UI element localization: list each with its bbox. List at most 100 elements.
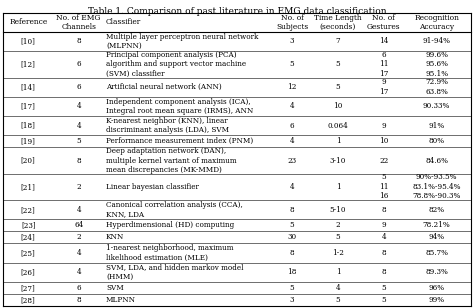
Text: 30: 30 [288,233,297,241]
Text: 10: 10 [333,103,343,111]
Text: 4: 4 [76,268,81,276]
Text: 2: 2 [336,221,340,229]
Text: MLPNN: MLPNN [106,296,136,304]
Text: 5: 5 [290,284,294,292]
Text: 5
11
16: 5 11 16 [379,173,389,201]
Text: 6: 6 [76,60,81,68]
Text: 99.6%
95.6%
95.1%: 99.6% 95.6% 95.1% [425,51,448,78]
Text: 5: 5 [382,284,386,292]
Text: 8: 8 [382,249,386,257]
Text: 84.6%: 84.6% [425,156,448,164]
Text: 94%: 94% [428,233,445,241]
Text: Multiple layer perceptron neural network
(MLPNN): Multiple layer perceptron neural network… [106,33,258,50]
Text: 4: 4 [76,103,81,111]
Text: 5: 5 [290,221,294,229]
Text: 5: 5 [382,296,386,304]
Text: 18: 18 [287,268,297,276]
Text: 8: 8 [382,206,386,214]
Text: Independent component analysis (ICA),
Integral root mean square (IRMS), ANN: Independent component analysis (ICA), In… [106,98,253,115]
Text: 1-nearest neighborhood, maximum
likelihood estimation (MLE): 1-nearest neighborhood, maximum likeliho… [106,244,233,262]
Text: [24]: [24] [21,233,36,241]
Text: 3: 3 [290,296,294,304]
Text: Principal component analysis (PCA)
algorithm and support vector machine
(SVM) cl: Principal component analysis (PCA) algor… [106,51,246,78]
Text: [17]: [17] [21,103,36,111]
Text: 72.9%
63.8%: 72.9% 63.8% [425,79,448,96]
Text: 22: 22 [379,156,389,164]
Text: Artificial neural network (ANN): Artificial neural network (ANN) [106,83,222,91]
Text: 78.21%: 78.21% [423,221,450,229]
Text: 2: 2 [76,183,81,191]
Text: Deep adaptation network (DAN),
multiple kernel variant of maximum
mean discrepan: Deep adaptation network (DAN), multiple … [106,147,237,174]
Text: 4: 4 [76,122,81,130]
Text: 5: 5 [336,233,340,241]
Text: 5: 5 [336,83,340,91]
Text: SVM, LDA, and hidden markov model
(HMM): SVM, LDA, and hidden markov model (HMM) [106,264,244,281]
Text: 1: 1 [336,137,340,145]
Text: 6: 6 [76,83,81,91]
Text: 8: 8 [290,249,294,257]
Text: [28]: [28] [21,296,36,304]
Text: [27]: [27] [21,284,36,292]
Text: Classifier: Classifier [106,18,141,26]
Text: Linear bayesian classifier: Linear bayesian classifier [106,183,199,191]
Text: 99%: 99% [428,296,445,304]
Text: 8: 8 [76,296,81,304]
Text: 4: 4 [382,233,386,241]
Text: 14: 14 [379,38,389,46]
Text: 4: 4 [290,137,294,145]
Text: 80%: 80% [428,137,445,145]
Text: No. of EMG
Channels: No. of EMG Channels [56,14,101,31]
Text: 7: 7 [336,38,340,46]
Text: Performance measurement index (PNM): Performance measurement index (PNM) [106,137,253,145]
Text: 8: 8 [290,206,294,214]
Text: Reference: Reference [9,18,47,26]
Text: 5: 5 [336,296,340,304]
Text: 9
17: 9 17 [379,79,389,96]
Text: 82%: 82% [428,206,445,214]
Text: KNN: KNN [106,233,124,241]
Text: 64: 64 [74,221,83,229]
Text: 2: 2 [76,233,81,241]
Text: No. of
Gestures: No. of Gestures [367,14,401,31]
Text: 5: 5 [336,60,340,68]
Text: 5: 5 [76,137,81,145]
Text: [18]: [18] [21,122,36,130]
Text: 3-10: 3-10 [330,156,346,164]
Text: 1: 1 [336,268,340,276]
Text: 5-10: 5-10 [330,206,346,214]
Text: 91-94%: 91-94% [423,38,451,46]
Text: Table 1. Comparison of past literature in EMG data classification: Table 1. Comparison of past literature i… [88,6,386,16]
Text: 5: 5 [290,60,294,68]
Text: 4: 4 [290,103,294,111]
Text: 4: 4 [336,284,340,292]
Text: 8: 8 [76,38,81,46]
Text: 6
11
17: 6 11 17 [379,51,389,78]
Text: 90%-93.5%
83.1%-95.4%
78.8%-90.3%: 90%-93.5% 83.1%-95.4% 78.8%-90.3% [412,173,461,201]
Text: 9: 9 [382,221,386,229]
Text: No. of
Subjects: No. of Subjects [276,14,308,31]
Text: [23]: [23] [21,221,36,229]
Text: 96%: 96% [428,284,445,292]
Text: Canonical correlation analysis (CCA),
KNN, LDA: Canonical correlation analysis (CCA), KN… [106,201,243,219]
Text: [10]: [10] [21,38,36,46]
Text: [14]: [14] [21,83,36,91]
Text: 10: 10 [379,137,389,145]
Text: 6: 6 [76,284,81,292]
Text: [22]: [22] [21,206,36,214]
Text: 1-2: 1-2 [332,249,344,257]
Text: 85.7%: 85.7% [425,249,448,257]
Text: [19]: [19] [21,137,36,145]
Text: 8: 8 [382,268,386,276]
Text: 6: 6 [290,122,294,130]
Text: Hyperdimensional (HD) computing: Hyperdimensional (HD) computing [106,221,234,229]
Text: 91%: 91% [428,122,445,130]
Text: SVM: SVM [106,284,124,292]
Text: 90.33%: 90.33% [423,103,450,111]
Text: [12]: [12] [21,60,36,68]
Text: 1: 1 [336,183,340,191]
Text: 8: 8 [76,156,81,164]
Text: 23: 23 [288,156,297,164]
Text: [25]: [25] [21,249,36,257]
Text: [21]: [21] [21,183,36,191]
Text: 4: 4 [290,183,294,191]
